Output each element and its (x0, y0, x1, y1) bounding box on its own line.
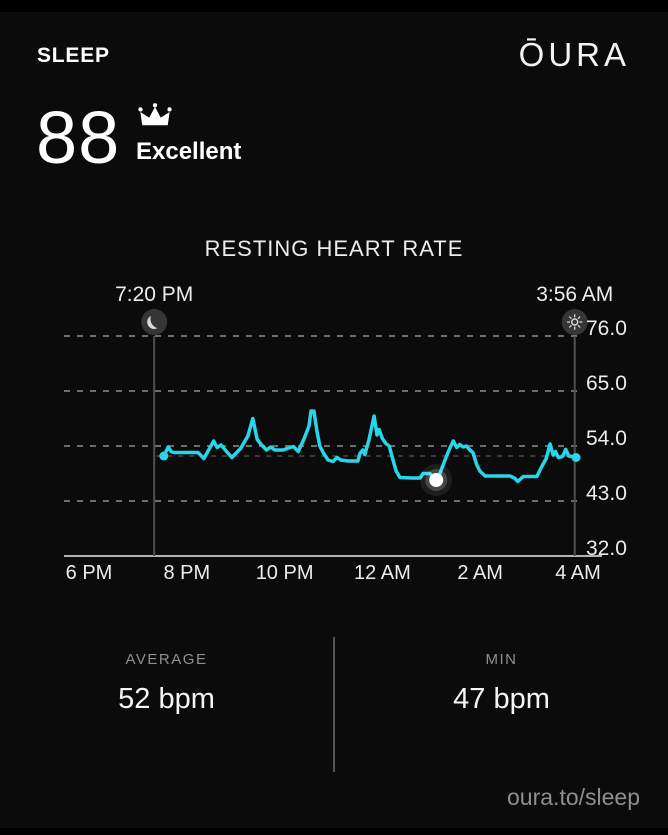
min-stat: MIN 47 bpm (335, 630, 668, 780)
min-value: 47 bpm (453, 683, 550, 715)
wake-marker (561, 309, 588, 556)
series-end-dot (571, 453, 581, 462)
sleep-score-label: Excellent (136, 138, 242, 165)
min-label: MIN (485, 651, 518, 668)
oura-logo: ŌURA (518, 36, 630, 73)
top-letterbox-bar (0, 0, 668, 12)
crown-icon (138, 103, 172, 126)
moon-icon (147, 315, 158, 329)
average-stat: AVERAGE 52 bpm (0, 630, 333, 780)
bedtime-marker (141, 309, 168, 556)
series-start-dot (159, 451, 169, 461)
bottom-letterbox-bar (0, 828, 668, 835)
stats-divider (333, 637, 335, 772)
min-heart-rate-marker (420, 464, 453, 496)
heart-rate-line (162, 409, 578, 484)
sleep-score-value: 88 (36, 96, 121, 179)
average-value: 52 bpm (118, 683, 215, 715)
average-label: AVERAGE (125, 651, 208, 668)
sun-icon (566, 314, 583, 330)
chart-title: RESTING HEART RATE (204, 236, 464, 261)
summary-stats: AVERAGE 52 bpm MIN 47 bpm (0, 630, 668, 780)
share-link[interactable]: oura.to/sleep (507, 784, 640, 810)
page-title: SLEEP (37, 44, 110, 67)
